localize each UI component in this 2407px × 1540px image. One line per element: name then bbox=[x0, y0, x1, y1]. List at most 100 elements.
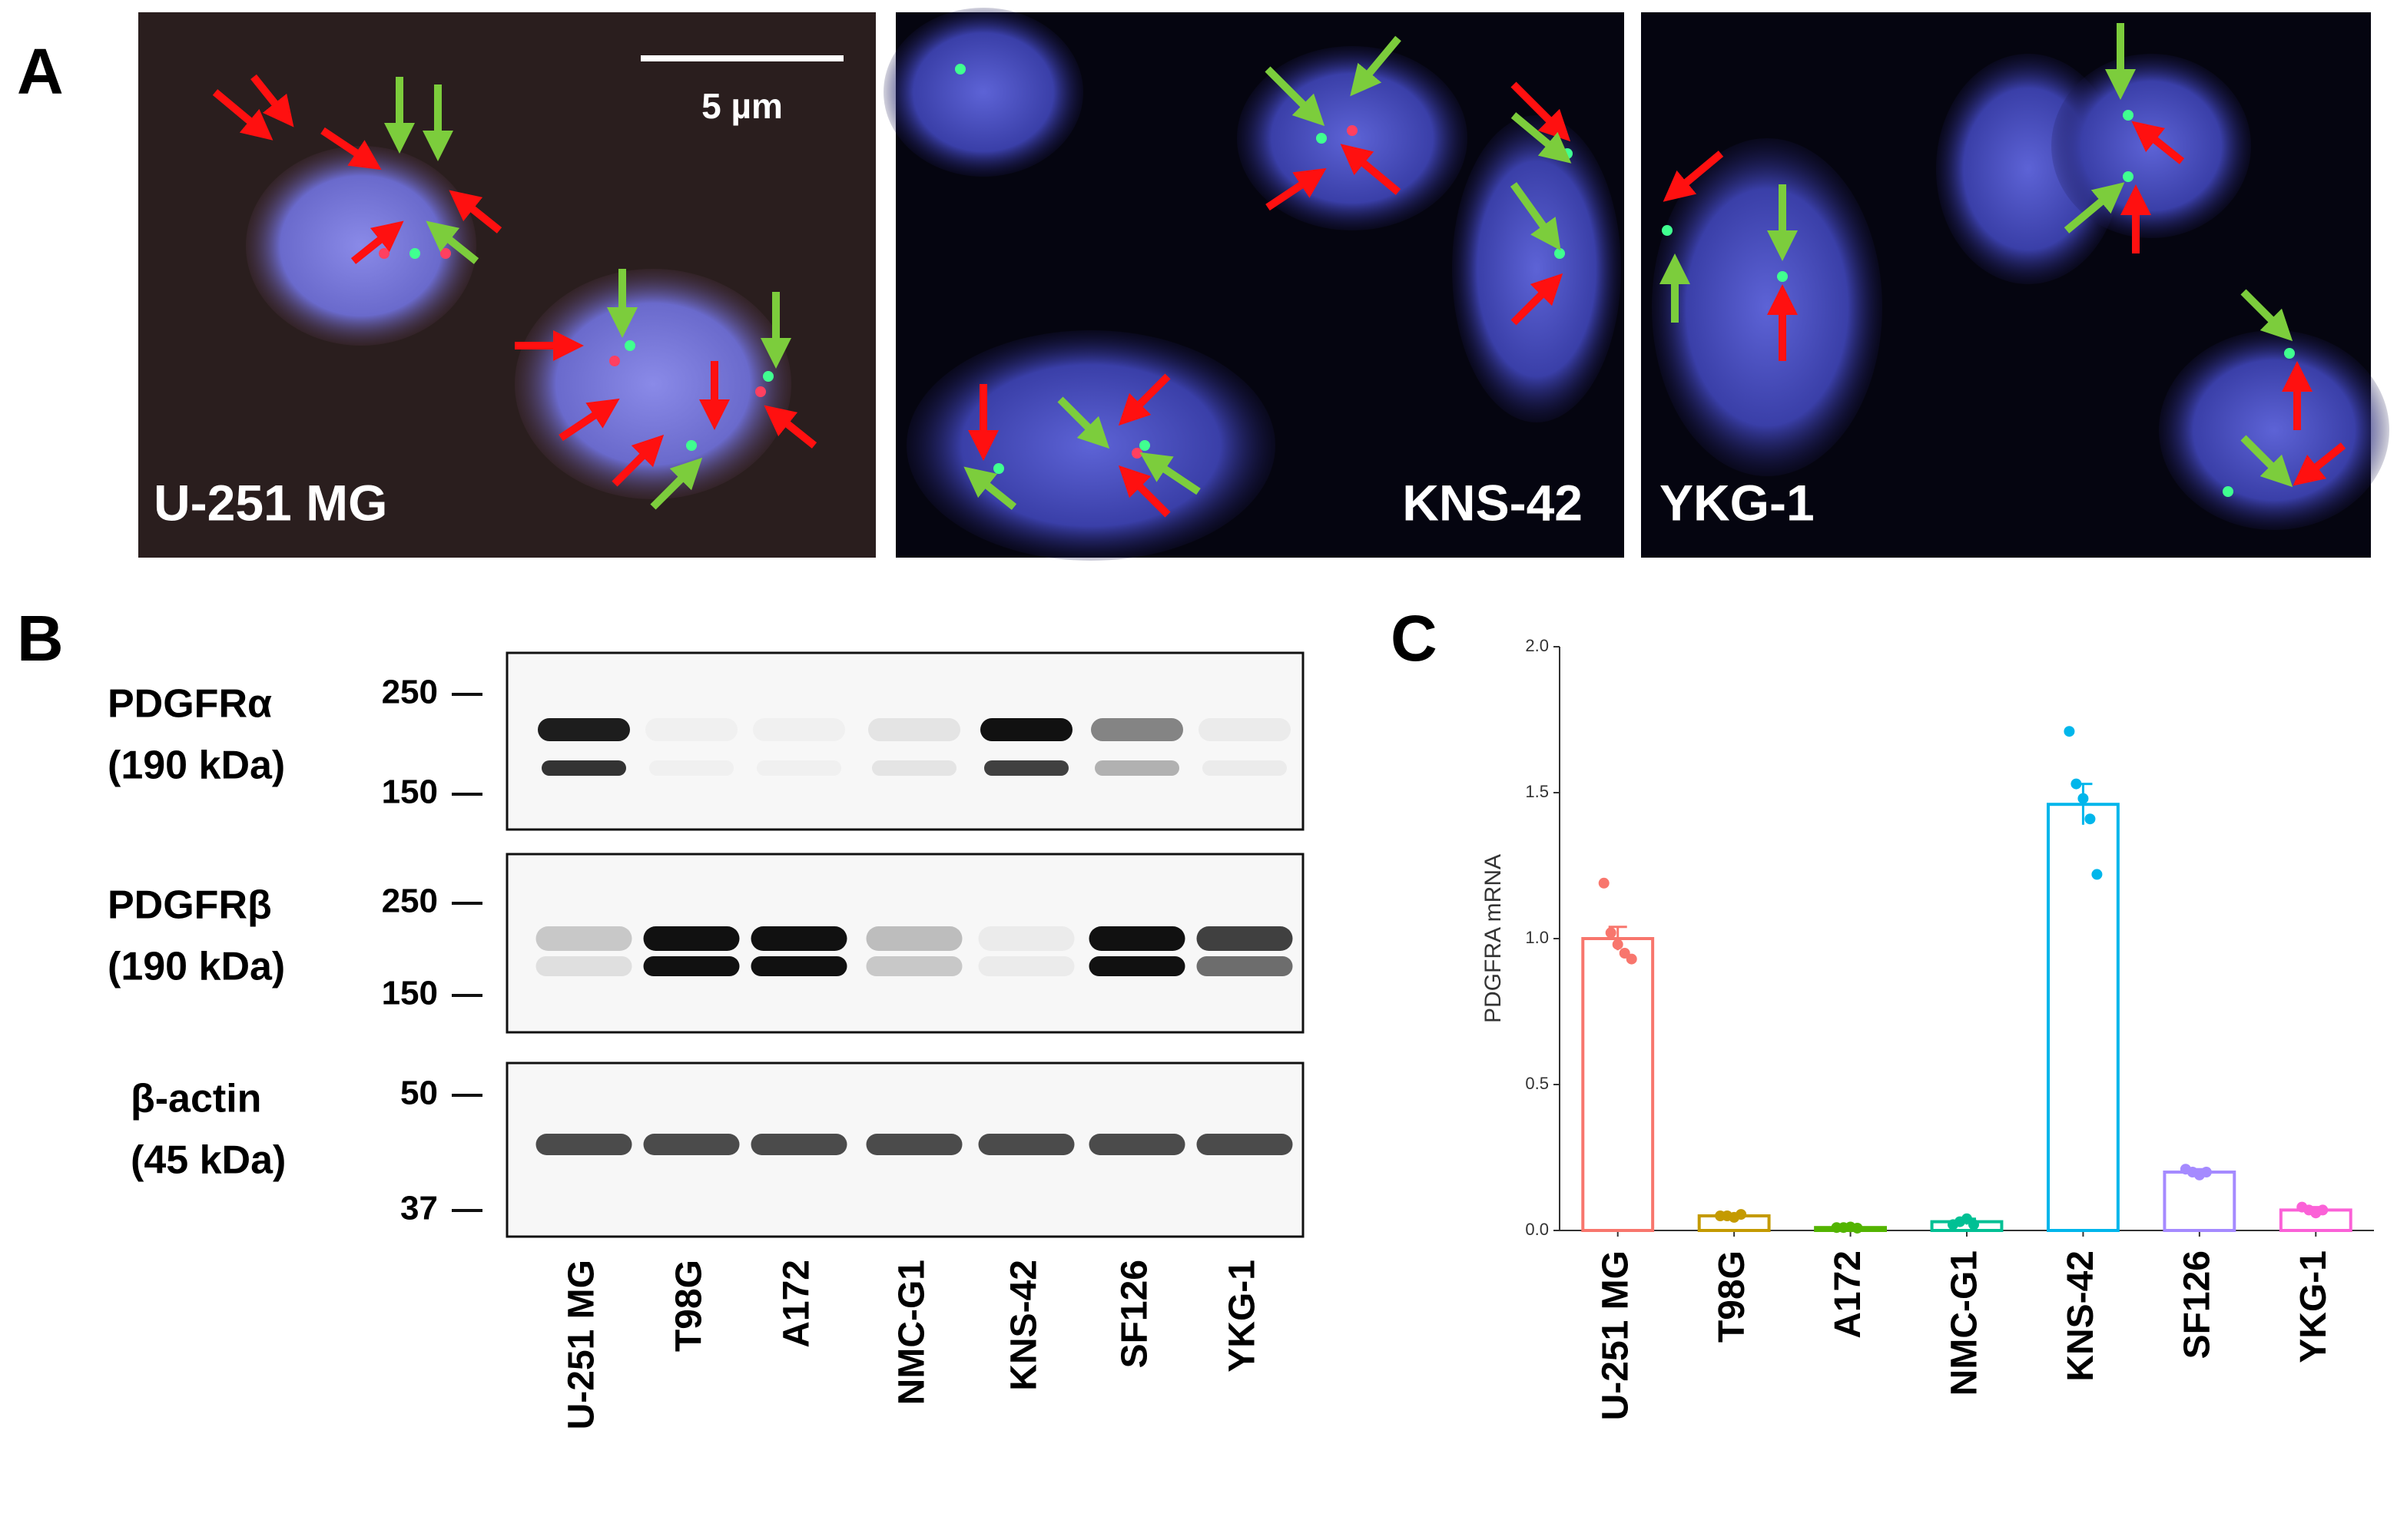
arrow bbox=[559, 398, 620, 442]
blot-band bbox=[1196, 926, 1293, 951]
fish-spot bbox=[1316, 133, 1327, 144]
marker-label: 250 bbox=[382, 883, 438, 920]
arrow bbox=[1663, 151, 1724, 202]
fish-spot bbox=[625, 340, 635, 351]
arrow bbox=[350, 220, 404, 264]
blot-band bbox=[535, 926, 632, 951]
fish-spot bbox=[2123, 110, 2133, 121]
lane-label: NMC-G1 bbox=[892, 1260, 933, 1405]
data-point bbox=[1612, 939, 1623, 950]
arrow bbox=[2131, 121, 2185, 164]
arrow bbox=[1057, 396, 1110, 449]
blot-band bbox=[542, 760, 626, 776]
data-point bbox=[2070, 778, 2082, 790]
image-label: U-251 MG bbox=[154, 474, 387, 531]
data-point bbox=[1852, 1222, 1863, 1234]
fish-spot bbox=[1777, 271, 1788, 282]
blot-band bbox=[872, 760, 957, 776]
x-tick-label: T98G bbox=[1712, 1250, 1752, 1343]
blot-band bbox=[757, 760, 841, 776]
panel-letter: B bbox=[17, 602, 64, 674]
data-point bbox=[1605, 927, 1616, 939]
arrow bbox=[2293, 442, 2346, 486]
x-tick-label: KNS-42 bbox=[2061, 1250, 2101, 1382]
arrow bbox=[426, 220, 479, 264]
fish-spot bbox=[1139, 440, 1150, 451]
blot-band bbox=[1196, 956, 1293, 976]
arrow bbox=[1510, 273, 1563, 326]
bar bbox=[2047, 803, 2120, 1232]
marker-label: 150 bbox=[382, 975, 438, 1012]
bar bbox=[2279, 1208, 2352, 1233]
bar bbox=[1581, 937, 1655, 1232]
fish-spot bbox=[2223, 486, 2233, 497]
fish-spot bbox=[1554, 248, 1565, 259]
blot-band bbox=[1089, 956, 1185, 976]
data-point bbox=[2091, 869, 2103, 880]
fish-spot bbox=[609, 356, 620, 366]
scale-label: 5 µm bbox=[701, 86, 783, 126]
blot-band bbox=[649, 760, 734, 776]
blot-band bbox=[1199, 718, 1291, 741]
arrow bbox=[1118, 465, 1171, 518]
image-label: KNS-42 bbox=[1402, 474, 1583, 531]
fish-spot bbox=[1662, 225, 1673, 236]
data-point bbox=[1736, 1209, 1747, 1220]
blot-band bbox=[866, 1134, 963, 1155]
fish-spot bbox=[2284, 348, 2295, 359]
data-point bbox=[1626, 953, 1637, 965]
blot-band bbox=[978, 1134, 1075, 1155]
arrow bbox=[250, 74, 294, 128]
arrow bbox=[1510, 182, 1561, 251]
fish-spot bbox=[409, 248, 420, 259]
blot-band bbox=[984, 760, 1069, 776]
x-tick-label: U-251 MG bbox=[1595, 1250, 1636, 1420]
blot-band bbox=[751, 926, 847, 951]
blot-band bbox=[535, 956, 632, 976]
micro-image bbox=[138, 12, 876, 558]
blot-band bbox=[978, 956, 1075, 976]
blot-band bbox=[751, 956, 847, 976]
fish-spot bbox=[955, 64, 966, 75]
fish-spot bbox=[763, 371, 774, 382]
arrow bbox=[2240, 289, 2293, 342]
blot-band bbox=[866, 926, 963, 951]
arrow bbox=[612, 434, 665, 487]
blot-band bbox=[1095, 760, 1179, 776]
protein-label: β-actin bbox=[131, 1077, 261, 1121]
blot-band bbox=[978, 926, 1075, 951]
fish-spot bbox=[379, 248, 390, 259]
data-point bbox=[1598, 877, 1610, 889]
data-point bbox=[2317, 1204, 2329, 1216]
lane-label: SF126 bbox=[1115, 1260, 1155, 1368]
y-tick-label: 0.0 bbox=[1525, 1220, 1549, 1239]
arrow bbox=[212, 89, 274, 141]
blot-band bbox=[1089, 1134, 1185, 1155]
data-point bbox=[2084, 813, 2096, 825]
y-tick-label: 2.0 bbox=[1525, 636, 1549, 655]
marker-label: 37 bbox=[400, 1190, 438, 1227]
fish-spot bbox=[755, 386, 766, 397]
lane-label: A172 bbox=[777, 1260, 817, 1348]
arrow bbox=[764, 405, 817, 449]
arrow bbox=[1510, 112, 1572, 164]
x-tick-label: A172 bbox=[1828, 1250, 1868, 1339]
arrow bbox=[449, 190, 502, 233]
arrow bbox=[2064, 182, 2125, 233]
lane-label: KNS-42 bbox=[1004, 1260, 1045, 1391]
arrow bbox=[2240, 435, 2293, 488]
x-tick-label: YKG-1 bbox=[2293, 1250, 2334, 1363]
data-point bbox=[2200, 1167, 2212, 1177]
marker-label: 250 bbox=[382, 674, 438, 711]
arrow bbox=[1118, 373, 1171, 426]
blot-band bbox=[753, 718, 845, 741]
arrow bbox=[320, 127, 382, 171]
arrow bbox=[1350, 35, 1401, 97]
bar bbox=[2163, 1171, 2236, 1232]
x-tick-label: NMC-G1 bbox=[1944, 1250, 1985, 1396]
arrow bbox=[1265, 66, 1325, 127]
y-tick-label: 1.5 bbox=[1525, 782, 1549, 801]
x-tick-label: SF126 bbox=[2177, 1250, 2218, 1359]
marker-label: 50 bbox=[400, 1075, 438, 1112]
